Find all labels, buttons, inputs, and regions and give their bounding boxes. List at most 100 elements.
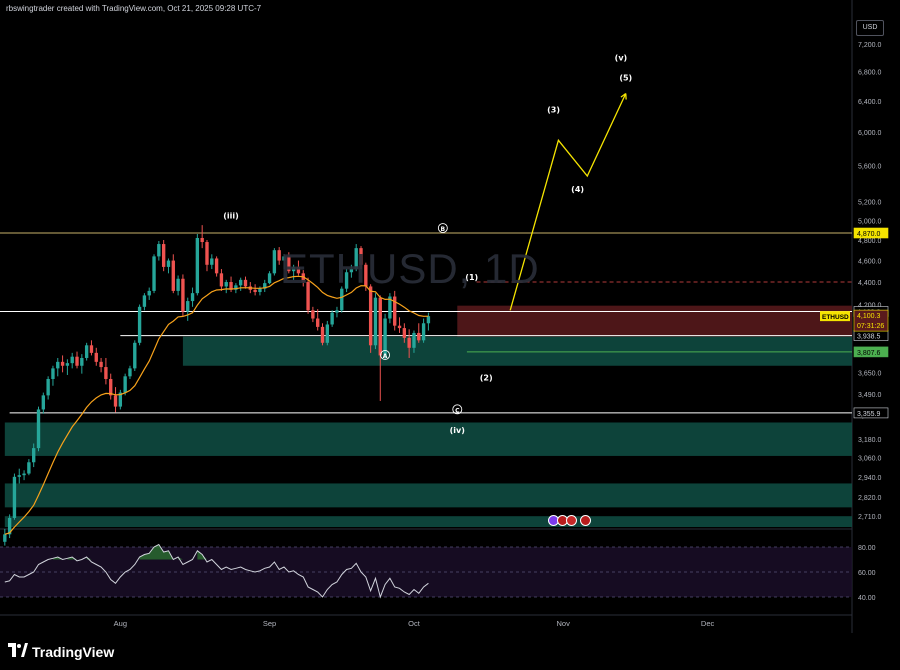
candle-14 [70, 352, 74, 369]
rsi-line [4, 543, 429, 599]
candle-7 [36, 406, 41, 452]
candle-body-50 [243, 279, 248, 287]
candle-body-36 [176, 278, 180, 291]
candle-body-80 [388, 296, 392, 319]
price-tick-label: 7,200.0 [858, 42, 881, 49]
candle-15 [75, 351, 79, 369]
price-tick-label: 4,800.0 [858, 238, 881, 245]
price-tick-label: 2,820.0 [858, 495, 881, 502]
chart-attribution: rbswingtrader created with TradingView.c… [6, 4, 262, 13]
level-badge-3 [853, 346, 889, 358]
candle-body-81 [393, 296, 397, 326]
candle-82 [397, 317, 402, 333]
candle-24 [118, 389, 123, 410]
candle-42 [205, 240, 209, 272]
candle-body-21 [104, 367, 108, 379]
candle-1 [7, 514, 12, 539]
candle-body-64 [311, 310, 315, 319]
event-icon-flag-3[interactable] [580, 515, 591, 526]
price-tick-label: 6,400.0 [858, 99, 881, 106]
wave-label-circle-3 [452, 404, 463, 415]
candle-body-32 [157, 244, 161, 257]
level-badge-0 [853, 227, 889, 239]
candle-body-45 [219, 273, 224, 287]
candle-body-71 [344, 272, 349, 289]
candle-73 [354, 244, 358, 272]
wave-label-1: A [383, 353, 388, 360]
candle-63 [306, 277, 310, 314]
wave-label-2: B [441, 226, 446, 233]
candle-69 [335, 306, 339, 318]
candle-body-55 [267, 273, 272, 284]
candle-85 [412, 330, 416, 353]
candle-8 [41, 392, 46, 414]
candle-body-27 [133, 342, 137, 369]
time-tick-label: Sep [263, 619, 276, 628]
candle-5 [27, 459, 31, 476]
candle-68 [330, 310, 334, 327]
price-tick-label: 5,000.0 [858, 218, 881, 225]
candle-body-4 [22, 473, 26, 476]
candle-78 [378, 295, 382, 401]
currency-selector[interactable]: USD [856, 20, 884, 36]
candle-body-56 [272, 250, 277, 274]
candle-body-14 [70, 356, 74, 364]
tradingview-logo-icon [8, 643, 28, 657]
candle-body-61 [296, 266, 301, 274]
candle-body-0 [3, 534, 7, 542]
price-tick-label: 4,400.0 [858, 280, 881, 287]
candle-body-52 [253, 289, 257, 293]
price-tick-label: 4,200.0 [858, 303, 881, 310]
candle-18 [89, 340, 94, 356]
candle-57 [277, 247, 281, 265]
candle-79 [383, 313, 387, 360]
price-tick-label: 2,710.0 [858, 514, 881, 521]
candle-body-23 [113, 395, 118, 407]
candle-body-72 [349, 269, 354, 273]
candle-4 [22, 470, 26, 481]
candle-body-83 [402, 328, 407, 338]
candle-body-33 [161, 244, 166, 267]
candle-body-42 [205, 242, 209, 265]
candle-35 [171, 254, 175, 294]
wave-label-circle-2 [437, 223, 448, 233]
wave-label-7: (3) [547, 105, 560, 114]
candle-70 [340, 286, 344, 313]
wave-label-10: (5) [619, 73, 632, 82]
candle-body-11 [56, 361, 60, 369]
candle-87 [421, 318, 426, 343]
candle-67 [325, 320, 330, 346]
candle-body-70 [340, 288, 344, 311]
candle-body-67 [325, 324, 330, 343]
candle-body-38 [186, 301, 190, 312]
level-badge-label-0: 4,870.0 [857, 231, 880, 238]
candle-16 [80, 354, 84, 374]
time-tick-label: Nov [557, 619, 571, 628]
candle-body-29 [142, 295, 147, 307]
candle-body-58 [282, 256, 286, 261]
price-tick-label: 6,800.0 [858, 70, 881, 77]
price-tick-label: 3,060.0 [858, 456, 881, 463]
candle-body-7 [36, 409, 41, 449]
candle-74 [359, 246, 363, 270]
candle-body-18 [89, 345, 94, 353]
price-tick-label: 5,600.0 [858, 164, 881, 171]
candle-88 [426, 312, 431, 331]
candle-body-5 [27, 462, 31, 474]
candle-body-47 [229, 282, 233, 290]
candle-body-15 [75, 356, 79, 366]
candle-body-24 [118, 392, 123, 407]
zone-support-3 [4, 483, 853, 508]
candle-71 [344, 269, 349, 293]
price-tick-label: 6,000.0 [858, 130, 881, 137]
event-icon-flag-2[interactable] [566, 515, 577, 526]
candle-body-20 [99, 361, 103, 368]
candle-body-31 [152, 256, 156, 291]
candle-86 [417, 323, 421, 343]
candle-body-6 [32, 448, 36, 463]
candle-body-1 [7, 517, 12, 535]
candle-body-13 [65, 363, 70, 366]
candle-body-54 [263, 283, 267, 289]
candle-59 [287, 252, 291, 274]
candle-34 [166, 258, 171, 274]
